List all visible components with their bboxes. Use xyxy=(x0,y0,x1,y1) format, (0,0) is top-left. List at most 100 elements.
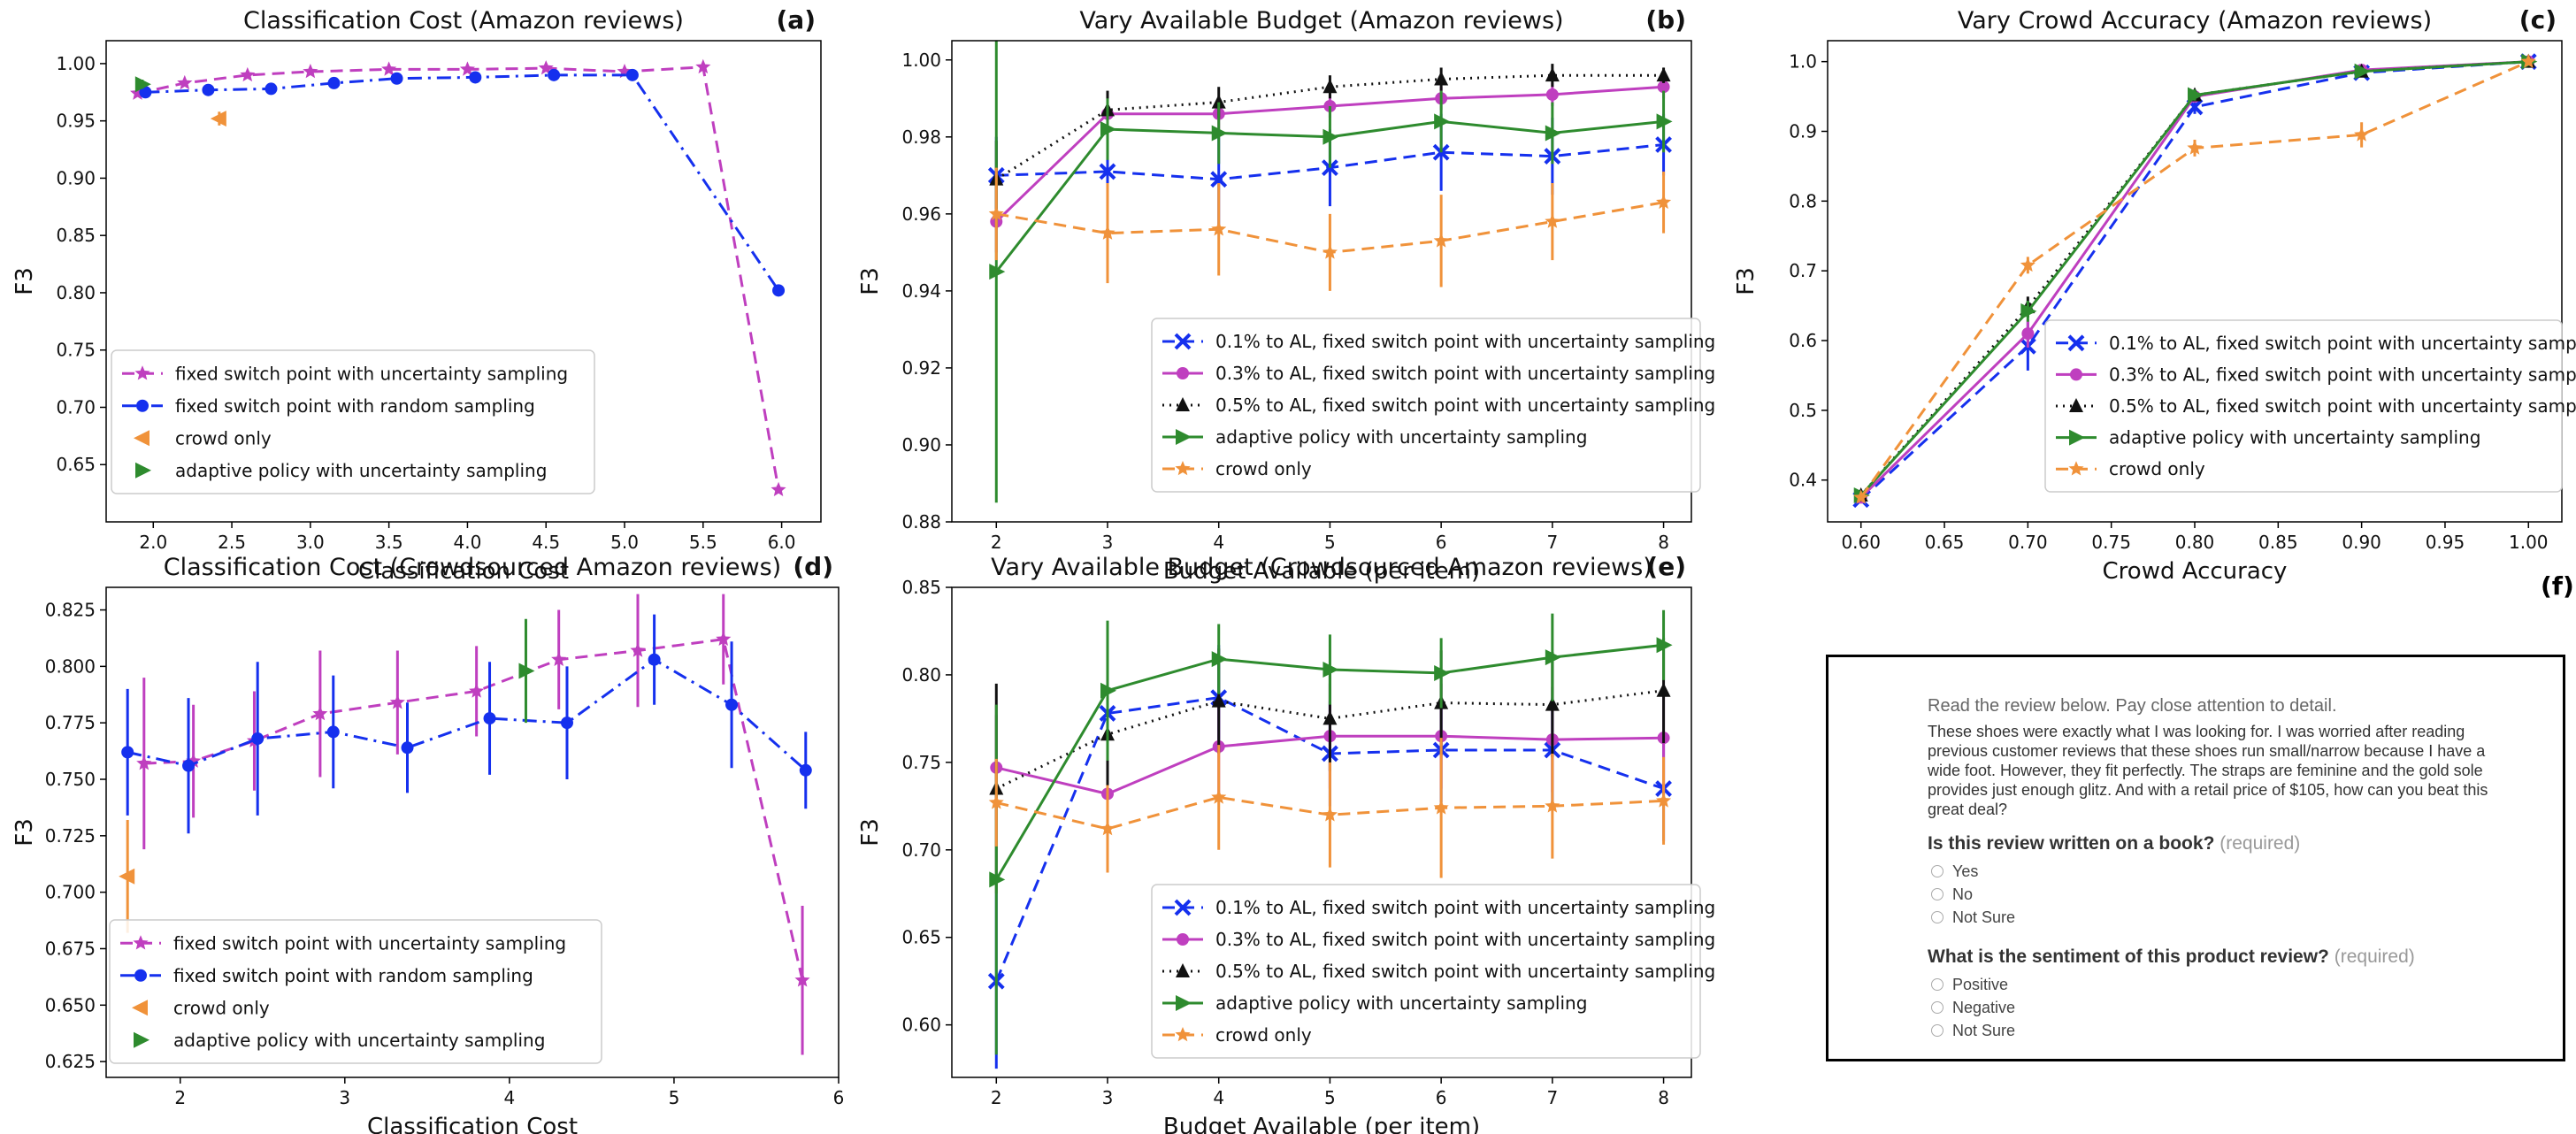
data-point xyxy=(1322,79,1338,94)
option-label: Yes xyxy=(1952,862,1979,880)
y-axis-label: F3 xyxy=(857,818,884,847)
radio-option-positive[interactable]: Positive xyxy=(1928,973,2494,996)
y-tick-label: 0.90 xyxy=(901,434,941,456)
data-point xyxy=(327,76,341,89)
question-book-text: Is this review written on a book? xyxy=(1928,833,2215,854)
option-label: Positive xyxy=(1952,975,2009,993)
legend-label: 0.5% to AL, fixed switch point with unce… xyxy=(1215,961,1715,982)
legend-marker xyxy=(1174,899,1192,916)
data-point xyxy=(1211,789,1227,804)
chart-e: Vary Available Budget (Crowdsourced Amaz… xyxy=(857,552,1715,1134)
data-point xyxy=(389,694,405,709)
data-point xyxy=(538,60,554,75)
y-tick-label: 0.700 xyxy=(45,882,96,903)
panel-label: (c) xyxy=(2519,5,2557,34)
y-tick-label: 0.90 xyxy=(56,167,96,188)
panel-f-label: (f) xyxy=(2541,571,2574,601)
series-4 xyxy=(988,167,1672,291)
chart-c: Vary Crowd Accuracy (Amazon reviews) (c) 0… xyxy=(1733,5,2576,585)
data-point xyxy=(630,642,646,657)
legend-marker xyxy=(2067,334,2085,352)
required-label: (required) xyxy=(2334,946,2415,967)
option-label: Not Sure xyxy=(1952,908,2016,926)
x-tick-label: 4.0 xyxy=(454,532,482,553)
legend-label: crowd only xyxy=(173,997,270,1018)
y-tick-label: 0.775 xyxy=(45,712,96,733)
legend: 0.1% to AL, fixed switch point with unce… xyxy=(2044,319,2576,493)
radio-button[interactable] xyxy=(1931,888,1944,900)
legend-box xyxy=(111,349,595,494)
radio-button[interactable] xyxy=(1931,978,1944,991)
legend-label: 0.5% to AL, fixed switch point with unce… xyxy=(2109,395,2576,417)
series-line xyxy=(126,657,807,771)
legend-marker xyxy=(134,365,150,380)
legend-marker xyxy=(1176,429,1192,445)
data-point xyxy=(799,763,812,777)
data-point xyxy=(210,111,226,127)
y-tick-label: 0.75 xyxy=(901,752,941,773)
x-tick-label: 4.5 xyxy=(532,532,560,553)
data-point xyxy=(121,746,134,759)
data-point xyxy=(988,205,1004,221)
y-tick-label: 0.70 xyxy=(56,396,96,418)
data-point xyxy=(2188,87,2204,103)
legend-label: crowd only xyxy=(175,427,272,448)
data-point xyxy=(1322,244,1338,259)
plot-area xyxy=(1852,53,2538,509)
legend-marker xyxy=(1175,1027,1191,1042)
data-point xyxy=(1656,637,1673,654)
data-point xyxy=(303,64,318,79)
chart-title: Classification Cost (Crowdsourced Amazon… xyxy=(164,554,781,581)
x-axis-label: Budget Available (per item) xyxy=(1163,1114,1480,1134)
data-point xyxy=(1099,163,1116,180)
survey-instruction: Read the review below. Pay close attenti… xyxy=(1928,696,2337,716)
y-tick-label: 0.7 xyxy=(1789,260,1817,281)
series-3 xyxy=(134,76,151,93)
y-tick-label: 0.80 xyxy=(901,664,941,686)
chart-title: Vary Crowd Accuracy (Amazon reviews) xyxy=(1958,7,2432,34)
data-point xyxy=(130,85,146,100)
data-point xyxy=(1545,649,1561,666)
legend-label: fixed switch point with random sampling xyxy=(173,965,533,986)
data-point xyxy=(2020,257,2036,272)
radio-button[interactable] xyxy=(1931,911,1944,923)
x-tick-label: 6 xyxy=(833,1087,845,1108)
y-axis-label: F3 xyxy=(1733,267,1760,295)
data-point xyxy=(136,755,152,770)
radio-option-not-sure[interactable]: Not Sure xyxy=(1928,906,2494,929)
x-axis-label: Classification Cost xyxy=(358,558,569,585)
data-point xyxy=(1656,194,1672,210)
radio-option-no[interactable]: No xyxy=(1928,883,2494,906)
legend-marker xyxy=(136,399,149,412)
x-tick-label: 0.80 xyxy=(2175,532,2215,553)
y-tick-label: 1.0 xyxy=(1789,51,1817,73)
data-point xyxy=(1322,661,1339,678)
radio-option-negative[interactable]: Negative xyxy=(1928,996,2494,1019)
x-tick-label: 2 xyxy=(174,1087,186,1108)
radio-option-not-sure-sentiment[interactable]: Not Sure xyxy=(1928,1019,2494,1042)
option-label: Negative xyxy=(1952,998,2016,1016)
data-point xyxy=(177,74,193,90)
survey-form: Read the review below. Pay close attenti… xyxy=(1928,696,2494,1060)
panel-label: (d) xyxy=(793,552,833,581)
plot-area xyxy=(119,594,812,1055)
radio-option-yes[interactable]: Yes xyxy=(1928,860,2494,883)
data-point xyxy=(989,264,1006,280)
chart-title: Classification Cost (Amazon reviews) xyxy=(243,7,684,34)
data-point xyxy=(240,66,256,82)
series-4 xyxy=(1853,53,2536,504)
radio-button[interactable] xyxy=(1931,865,1944,877)
y-tick-label: 0.60 xyxy=(901,1015,941,1036)
data-point xyxy=(1433,800,1449,815)
legend: fixed switch point with uncertainty samp… xyxy=(111,349,595,494)
legend-label: 0.3% to AL, fixed switch point with unce… xyxy=(1215,929,1715,950)
data-point xyxy=(716,631,732,646)
legend-label: 0.1% to AL, fixed switch point with unce… xyxy=(1215,331,1715,352)
legend-label: 0.1% to AL, fixed switch point with unce… xyxy=(2109,333,2576,354)
data-point xyxy=(2354,126,2370,142)
data-point xyxy=(483,712,496,725)
radio-button[interactable] xyxy=(1931,1024,1944,1037)
data-point xyxy=(1100,121,1116,138)
data-point xyxy=(1100,682,1116,699)
radio-button[interactable] xyxy=(1931,1001,1944,1014)
